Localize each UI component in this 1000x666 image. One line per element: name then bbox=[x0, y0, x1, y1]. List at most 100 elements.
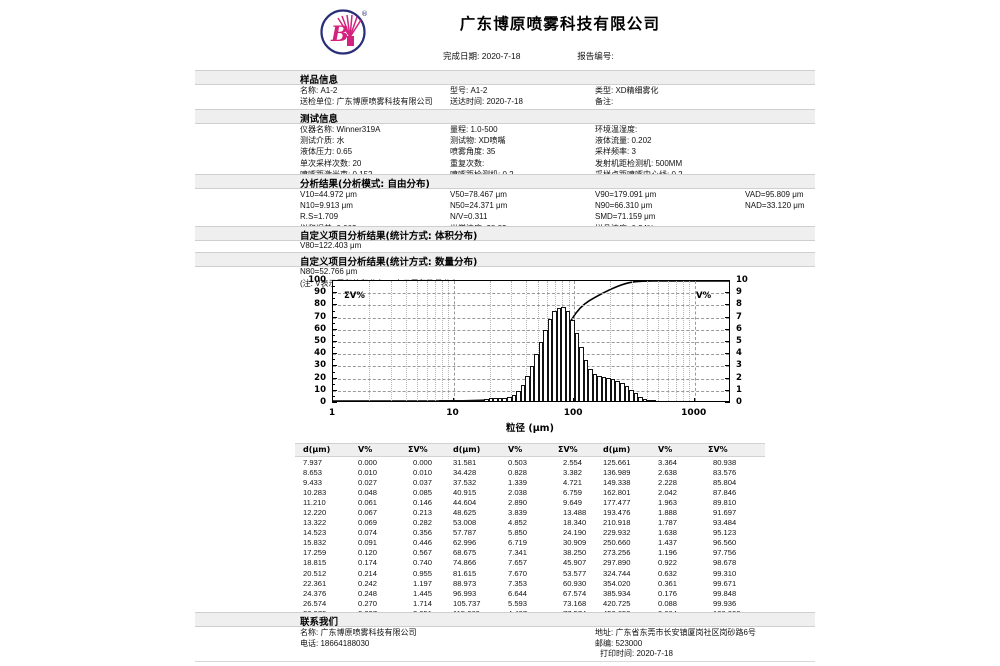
cell-volume-pct: 0.120 bbox=[358, 548, 378, 558]
chart-ytick-left-minor bbox=[332, 322, 335, 324]
chart-gridline-vertical bbox=[646, 281, 648, 401]
v10-value: V10=44.972 μm bbox=[300, 190, 357, 199]
cell-volume-pct: 7.657 bbox=[508, 558, 528, 568]
table-row: 24.376 0.248 1.445 96.993 6.644 67.574 385.934… bbox=[295, 589, 765, 599]
cell-cumulative-pct: 38.250 bbox=[563, 548, 587, 558]
cell-diameter: 354.020 bbox=[603, 578, 631, 588]
chart-ytick-right bbox=[725, 292, 730, 294]
col-header-diameter: d(μm) bbox=[303, 445, 331, 454]
cell-volume-pct: 0.069 bbox=[358, 518, 378, 528]
smd-value: SMD=71.159 μm bbox=[595, 212, 656, 222]
chart-bar bbox=[651, 400, 657, 401]
cell-volume-pct: 2.228 bbox=[658, 478, 678, 488]
chart-gridline-horizontal bbox=[333, 354, 729, 356]
instrument-name: 仪器名称: Winner319A bbox=[300, 125, 381, 134]
chart-ytick-label-left: 80 bbox=[314, 299, 326, 310]
liquid-flow: 液体流量: 0.202 bbox=[595, 136, 652, 146]
chart-ytick-left-minor bbox=[332, 310, 335, 312]
measuring-range: 量程: 1.0-500 bbox=[450, 125, 498, 134]
chart-xtick-label: 100 bbox=[563, 408, 583, 418]
cell-diameter: 177.477 bbox=[603, 498, 631, 508]
cell-volume-pct: 1.339 bbox=[508, 478, 528, 488]
chart-bar bbox=[475, 399, 480, 401]
chart-ytick-left bbox=[332, 292, 337, 294]
chart-bar bbox=[538, 341, 544, 401]
chart-gridline-horizontal bbox=[333, 329, 729, 331]
submitting-unit: 送检单位: 广东博原喷雾科技有限公司 bbox=[300, 97, 433, 107]
chart-gridline-vertical bbox=[658, 281, 660, 401]
chart-ytick-right bbox=[725, 328, 730, 330]
chart-ytick-label-left: 50 bbox=[314, 336, 326, 346]
section-header-analysis-result: 分析结果(分析模式: 自由分布) bbox=[195, 174, 815, 190]
chart-xtick bbox=[452, 398, 454, 402]
chart-ytick-left bbox=[332, 353, 337, 355]
chart-gridline-vertical bbox=[683, 281, 685, 401]
chart-gridline-vertical bbox=[689, 281, 691, 401]
cell-cumulative-pct: 0.146 bbox=[413, 498, 433, 508]
cell-cumulative-pct: 1.714 bbox=[413, 598, 433, 608]
report-header: B ® 广东博原喷雾科技有限公司 完成日期: 2020-7-18 报告编号: bbox=[195, 4, 815, 66]
chart-bar bbox=[534, 354, 539, 401]
chart-ytick-label-right: 6 bbox=[736, 323, 742, 334]
cell-cumulative-pct: 96.560 bbox=[713, 538, 737, 548]
cell-diameter: 88.973 bbox=[453, 578, 477, 588]
cell-diameter: 125.661 bbox=[603, 458, 631, 467]
delivery-time: 送达时间: 2020-7-18 bbox=[450, 97, 523, 107]
cell-diameter: 420.725 bbox=[603, 598, 631, 608]
cell-cumulative-pct: 18.340 bbox=[563, 518, 587, 528]
chart-ytick-label-left: 90 bbox=[314, 287, 326, 298]
cell-volume-pct: 0.922 bbox=[658, 558, 678, 568]
particle-size-distribution-chart: 0 10 20 30 40 50 60 70 80 90 100 0 1 2 3 4 5 6 7 8 9 10 1 10 1… bbox=[300, 275, 760, 434]
chart-ytick-label-left: 40 bbox=[314, 348, 326, 359]
cell-cumulative-pct: 60.930 bbox=[563, 578, 587, 588]
chart-gridline-vertical bbox=[511, 281, 513, 401]
chart-ytick-left-minor bbox=[332, 334, 335, 336]
cell-diameter: 7.937 bbox=[303, 458, 323, 467]
cell-cumulative-pct: 45.907 bbox=[563, 558, 587, 568]
chart-bar bbox=[561, 307, 566, 401]
chart-gridline-horizontal bbox=[333, 293, 729, 295]
chart-ytick-right bbox=[725, 365, 730, 367]
legend-cumulative: ΣV% bbox=[344, 291, 365, 301]
chart-ytick-label-right: 2 bbox=[736, 372, 742, 383]
chart-x-axis-title: 粒径 (μm) bbox=[506, 423, 554, 434]
completion-date-value: 2020-7-18 bbox=[481, 51, 521, 61]
chart-gridline-vertical bbox=[489, 281, 491, 401]
chart-gridline-horizontal bbox=[333, 317, 729, 319]
cell-diameter: 136.989 bbox=[603, 468, 631, 478]
cell-volume-pct: 0.091 bbox=[358, 538, 378, 548]
section-header-custom-volume: 自定义项目分析结果(统计方式: 体积分布) bbox=[195, 226, 815, 242]
company-name: 广东博原喷雾科技有限公司 bbox=[459, 15, 661, 33]
chart-bar bbox=[647, 399, 652, 401]
col-header-cumulative-pct: ΣV% bbox=[558, 445, 578, 454]
custom-number-value: N80=52.766 μm bbox=[300, 267, 358, 276]
chart-gridline-vertical bbox=[369, 281, 371, 401]
chart-ytick-right bbox=[725, 389, 730, 391]
table-body: 7.937 0.000 0.000 31.581 0.503 2.554 125.661 3.… bbox=[295, 457, 765, 619]
chart-bar bbox=[570, 319, 575, 401]
cell-volume-pct: 7.670 bbox=[508, 568, 528, 578]
cell-volume-pct: 0.242 bbox=[358, 578, 378, 588]
cell-volume-pct: 0.088 bbox=[658, 598, 678, 608]
cell-cumulative-pct: 67.574 bbox=[563, 588, 587, 598]
cell-diameter: 250.660 bbox=[603, 538, 631, 548]
cell-cumulative-pct: 97.756 bbox=[713, 548, 737, 558]
chart-bar bbox=[638, 396, 643, 401]
chart-plot-area bbox=[332, 280, 730, 402]
col-header-diameter: d(μm) bbox=[453, 445, 481, 454]
cell-diameter: 14.523 bbox=[303, 528, 327, 538]
cell-diameter: 9.433 bbox=[303, 478, 323, 488]
cell-diameter: 193.476 bbox=[603, 508, 631, 518]
cell-volume-pct: 1.196 bbox=[658, 548, 678, 558]
cell-cumulative-pct: 0.446 bbox=[413, 538, 433, 548]
section-title-analysis-result: 分析结果(分析模式: 自由分布) bbox=[300, 179, 430, 190]
chart-gridline-horizontal bbox=[333, 342, 729, 343]
chart-gridline-vertical bbox=[441, 281, 443, 401]
cell-diameter: 15.832 bbox=[303, 538, 327, 548]
spray-angle: 喷雾角度: 35 bbox=[450, 147, 496, 157]
cell-cumulative-pct: 83.576 bbox=[713, 468, 737, 478]
custom-volume-value: V80=122.403 μm bbox=[300, 241, 362, 250]
chart-ytick-left bbox=[332, 304, 337, 306]
cell-diameter: 18.815 bbox=[303, 558, 327, 568]
